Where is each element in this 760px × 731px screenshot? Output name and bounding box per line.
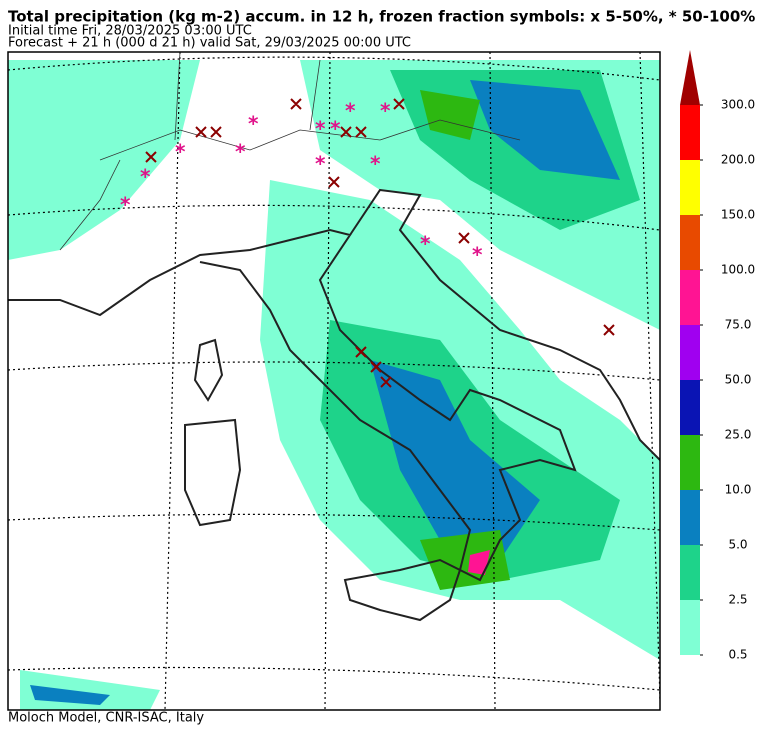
colorbar-label: 0.5 <box>728 648 747 662</box>
colorbar-label: 2.5 <box>728 593 747 607</box>
svg-text:*: * <box>420 232 431 256</box>
forecast-time: Forecast + 21 h (000 d 21 h) valid Sat, … <box>8 36 411 51</box>
colorbar-extend <box>680 50 700 105</box>
colorbar-label: 25.0 <box>725 428 752 442</box>
colorbar: 0.5 2.5 5.0 10.0 25.0 50.0 75.0 100.0 150.0 200.0… <box>680 50 755 662</box>
initial-time: Initial time Fri, 28/03/2025 03:00 UTC <box>8 24 252 39</box>
svg-text:*: * <box>315 117 326 141</box>
svg-text:*: * <box>370 152 381 176</box>
colorbar-bin <box>680 105 700 160</box>
svg-text:*: * <box>235 140 246 164</box>
title: Total precipitation (kg m-2) accum. in 1… <box>8 8 755 26</box>
svg-text:*: * <box>140 165 151 189</box>
svg-text:*: * <box>330 117 341 141</box>
footer: Moloch Model, CNR-ISAC, Italy <box>8 711 204 726</box>
svg-text:*: * <box>120 193 131 217</box>
colorbar-label: 10.0 <box>725 483 752 497</box>
colorbar-bin <box>680 545 700 600</box>
colorbar-label: 200.0 <box>721 153 755 167</box>
frozen-symbols: *** ** * ** * * ** * <box>120 98 615 388</box>
colorbar-label: 150.0 <box>721 208 755 222</box>
svg-text:*: * <box>315 152 326 176</box>
colorbar-label: 75.0 <box>725 318 752 332</box>
svg-text:*: * <box>380 99 391 123</box>
colorbar-bin <box>680 325 700 380</box>
colorbar-bin <box>680 215 700 270</box>
colorbar-label: 50.0 <box>725 373 752 387</box>
svg-text:*: * <box>248 112 259 136</box>
colorbar-label: 100.0 <box>721 263 755 277</box>
svg-text:*: * <box>472 243 483 267</box>
colorbar-label: 300.0 <box>721 98 755 112</box>
svg-text:*: * <box>175 140 186 164</box>
colorbar-bin <box>680 270 700 325</box>
colorbar-bin <box>680 380 700 435</box>
map: *** ** * ** * * ** * <box>7 51 661 711</box>
svg-text:*: * <box>345 99 356 123</box>
colorbar-bin <box>680 600 700 655</box>
colorbar-bin <box>680 435 700 490</box>
colorbar-bin <box>680 160 700 215</box>
colorbar-bin <box>680 490 700 545</box>
colorbar-label: 5.0 <box>728 538 747 552</box>
